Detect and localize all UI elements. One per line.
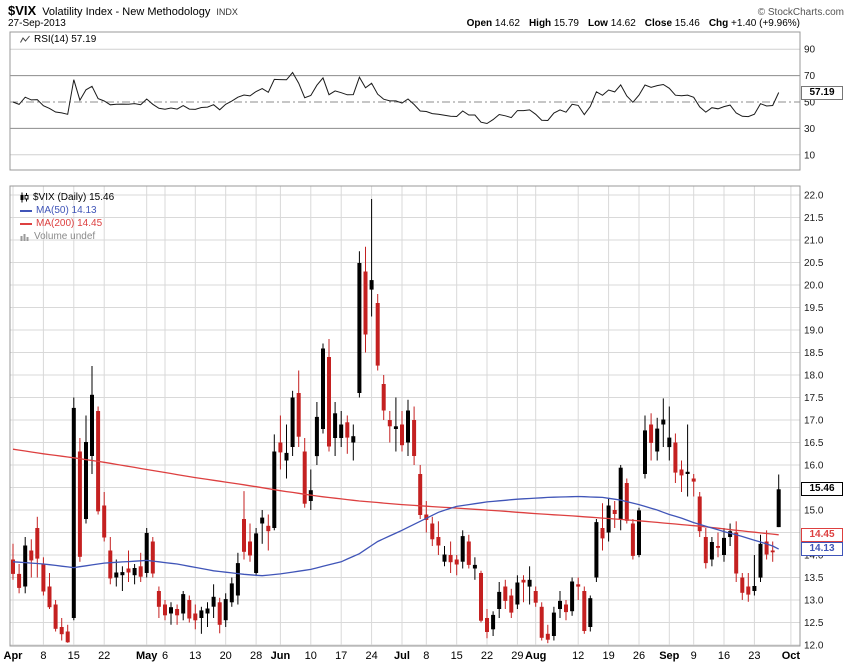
svg-text:22: 22	[98, 650, 110, 662]
price-panel-border	[9, 185, 801, 647]
svg-text:20.0: 20.0	[804, 281, 824, 292]
rsi-legend: RSI(14) 57.19	[20, 34, 96, 45]
ma50-label: MA(50) 14.13	[36, 205, 97, 216]
ma200-line	[12, 448, 779, 536]
svg-text:15: 15	[68, 650, 80, 662]
rsi-value-box: 57.19	[801, 85, 843, 100]
rsi-axis-labels: 90 70 50 30 10	[804, 45, 816, 162]
symbol: $VIX	[8, 3, 37, 18]
svg-text:21.5: 21.5	[804, 213, 824, 224]
ma50-legend-row: MA(50) 14.13	[20, 204, 114, 217]
svg-text:12.0: 12.0	[804, 641, 824, 652]
ma200-label: MA(200) 14.45	[36, 218, 103, 229]
chart-header: $VIX Volatility Index - New Methodology …	[8, 3, 844, 18]
svg-text:19: 19	[602, 650, 614, 662]
svg-text:6: 6	[162, 650, 168, 662]
svg-text:May: May	[136, 650, 158, 662]
svg-text:16.5: 16.5	[804, 438, 824, 449]
svg-text:17.5: 17.5	[804, 393, 824, 404]
svg-text:19.5: 19.5	[804, 303, 824, 314]
svg-text:13.0: 13.0	[804, 596, 824, 607]
svg-text:18.5: 18.5	[804, 348, 824, 359]
svg-text:17.0: 17.0	[804, 416, 824, 427]
quote-open: Open 14.62	[466, 18, 520, 29]
svg-text:Oct: Oct	[782, 650, 801, 662]
svg-text:13.5: 13.5	[804, 573, 824, 584]
svg-text:23: 23	[748, 650, 760, 662]
quote-high: High 15.79	[528, 18, 579, 29]
exchange-label: INDX	[216, 7, 238, 17]
price-legend: $VIX (Daily) 15.46 MA(50) 14.13 MA(200) …	[20, 191, 114, 243]
chart-subheader: 27-Sep-2013 Open 14.62 High 15.79 Low 14.6…	[8, 18, 800, 29]
svg-text:16.0: 16.0	[804, 461, 824, 472]
svg-text:24: 24	[365, 650, 377, 662]
svg-text:Aug: Aug	[525, 650, 546, 662]
svg-text:Jun: Jun	[271, 650, 291, 662]
volume-bars-icon	[20, 232, 30, 241]
ma200-legend-row: MA(200) 14.45	[20, 217, 114, 230]
ma200-value-box: 14.45	[801, 527, 843, 542]
svg-text:20: 20	[220, 650, 232, 662]
svg-text:18.0: 18.0	[804, 371, 824, 382]
svg-text:8: 8	[40, 650, 46, 662]
svg-text:16: 16	[718, 650, 730, 662]
rsi-line	[12, 71, 780, 125]
chart-date: 27-Sep-2013	[8, 18, 66, 29]
svg-text:26: 26	[633, 650, 645, 662]
svg-text:Sep: Sep	[659, 650, 679, 662]
ma50-line-swatch	[20, 209, 32, 212]
svg-text:Apr: Apr	[4, 650, 24, 662]
svg-text:10: 10	[305, 650, 317, 662]
svg-text:28: 28	[250, 650, 262, 662]
svg-text:12: 12	[572, 650, 584, 662]
ohlc-readout: Open 14.62 High 15.79 Low 14.62 Close 15.46…	[458, 18, 800, 29]
series-label: $VIX (Daily) 15.46	[33, 192, 115, 203]
chart-title: Volatility Index - New Methodology	[42, 6, 211, 18]
svg-text:10: 10	[804, 150, 816, 161]
svg-text:90: 90	[804, 45, 816, 56]
svg-text:20.5: 20.5	[804, 258, 824, 269]
rsi-label: RSI(14) 57.19	[34, 34, 97, 45]
svg-text:15.0: 15.0	[804, 506, 824, 517]
svg-text:17: 17	[335, 650, 347, 662]
svg-text:Jul: Jul	[394, 650, 410, 662]
svg-text:29: 29	[511, 650, 523, 662]
svg-text:50: 50	[804, 98, 816, 109]
x-axis-labels: Apr 8 15 22 May 6 13 20 28 Jun 10 17 24 Jul 8 15 22 29 Aug…	[4, 650, 801, 662]
svg-text:22: 22	[481, 650, 493, 662]
svg-text:8: 8	[423, 650, 429, 662]
svg-text:22.0: 22.0	[804, 191, 824, 202]
ma50-line	[12, 495, 779, 577]
candlestick-icon	[20, 192, 29, 203]
svg-text:13: 13	[189, 650, 201, 662]
candlesticks	[11, 199, 781, 644]
copyright: © StockCharts.com	[757, 7, 844, 18]
volume-label: Volume undef	[34, 231, 96, 242]
volume-legend-row: Volume undef	[20, 230, 114, 243]
last-price-box: 15.46	[801, 482, 843, 497]
svg-text:70: 70	[804, 71, 816, 82]
ma200-line-swatch	[20, 222, 32, 225]
svg-text:12.5: 12.5	[804, 618, 824, 629]
svg-text:15: 15	[451, 650, 463, 662]
rsi-panel-border	[9, 31, 801, 171]
svg-text:30: 30	[804, 124, 816, 135]
svg-text:19.0: 19.0	[804, 326, 824, 337]
ma50-value-box: 14.13	[801, 542, 843, 557]
quote-chg: Chg +1.40 (+9.96%)	[708, 18, 800, 29]
svg-text:21.0: 21.0	[804, 236, 824, 247]
series-legend-row: $VIX (Daily) 15.46	[20, 191, 114, 204]
svg-text:9: 9	[691, 650, 697, 662]
rsi-gridlines	[10, 48, 800, 156]
rsi-indicator-icon	[20, 35, 30, 44]
y-axis-labels: 22.0 21.5 21.0 20.5 20.0 19.5 19.0 18.5 18.0 17.5…	[804, 191, 824, 652]
quote-close: Close 15.46	[644, 18, 700, 29]
quote-low: Low 14.62	[587, 18, 636, 29]
